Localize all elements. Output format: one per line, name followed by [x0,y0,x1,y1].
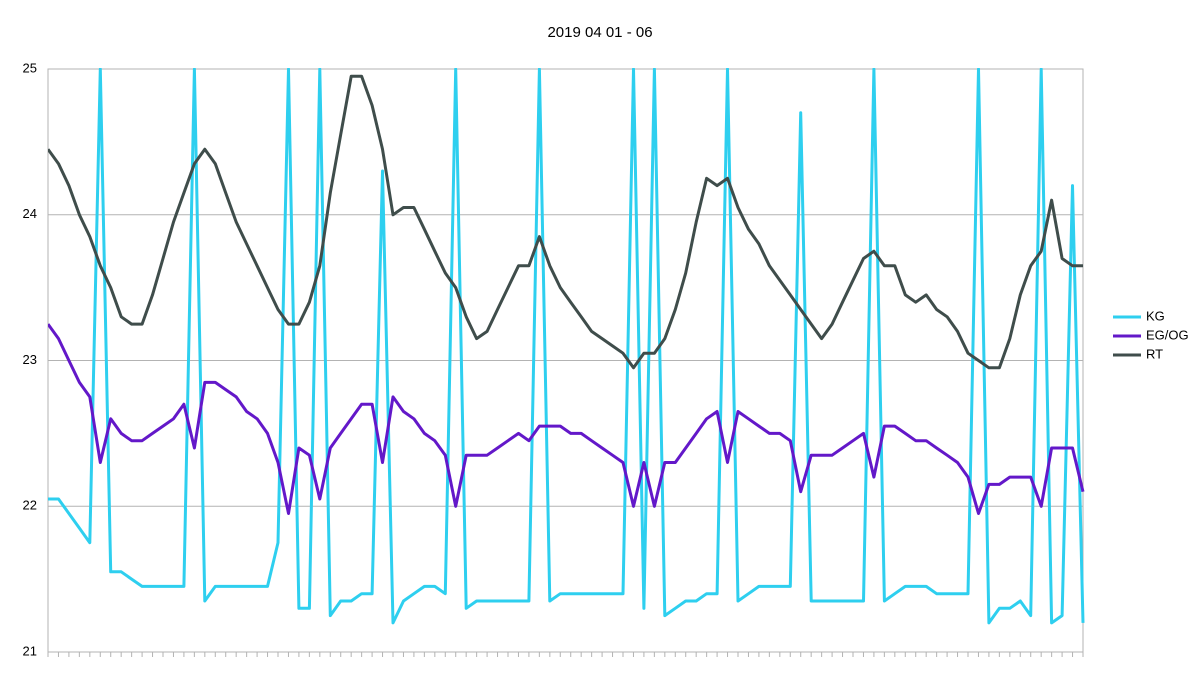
y-tick-label: 25 [23,60,37,75]
legend-label: EG/OG [1146,327,1189,342]
y-tick-label: 24 [23,206,37,221]
legend-label: KG [1146,308,1165,323]
series-line [48,323,1085,515]
y-tick-label: 22 [23,498,37,513]
y-tick-label: 23 [23,352,37,367]
plot-border [47,68,1084,653]
series-line [48,68,1085,625]
chart-title: 2019 04 01 - 06 [547,24,652,41]
y-tick-label: 21 [23,643,37,658]
series-line [48,74,1083,370]
legend-label: RT [1146,346,1163,361]
